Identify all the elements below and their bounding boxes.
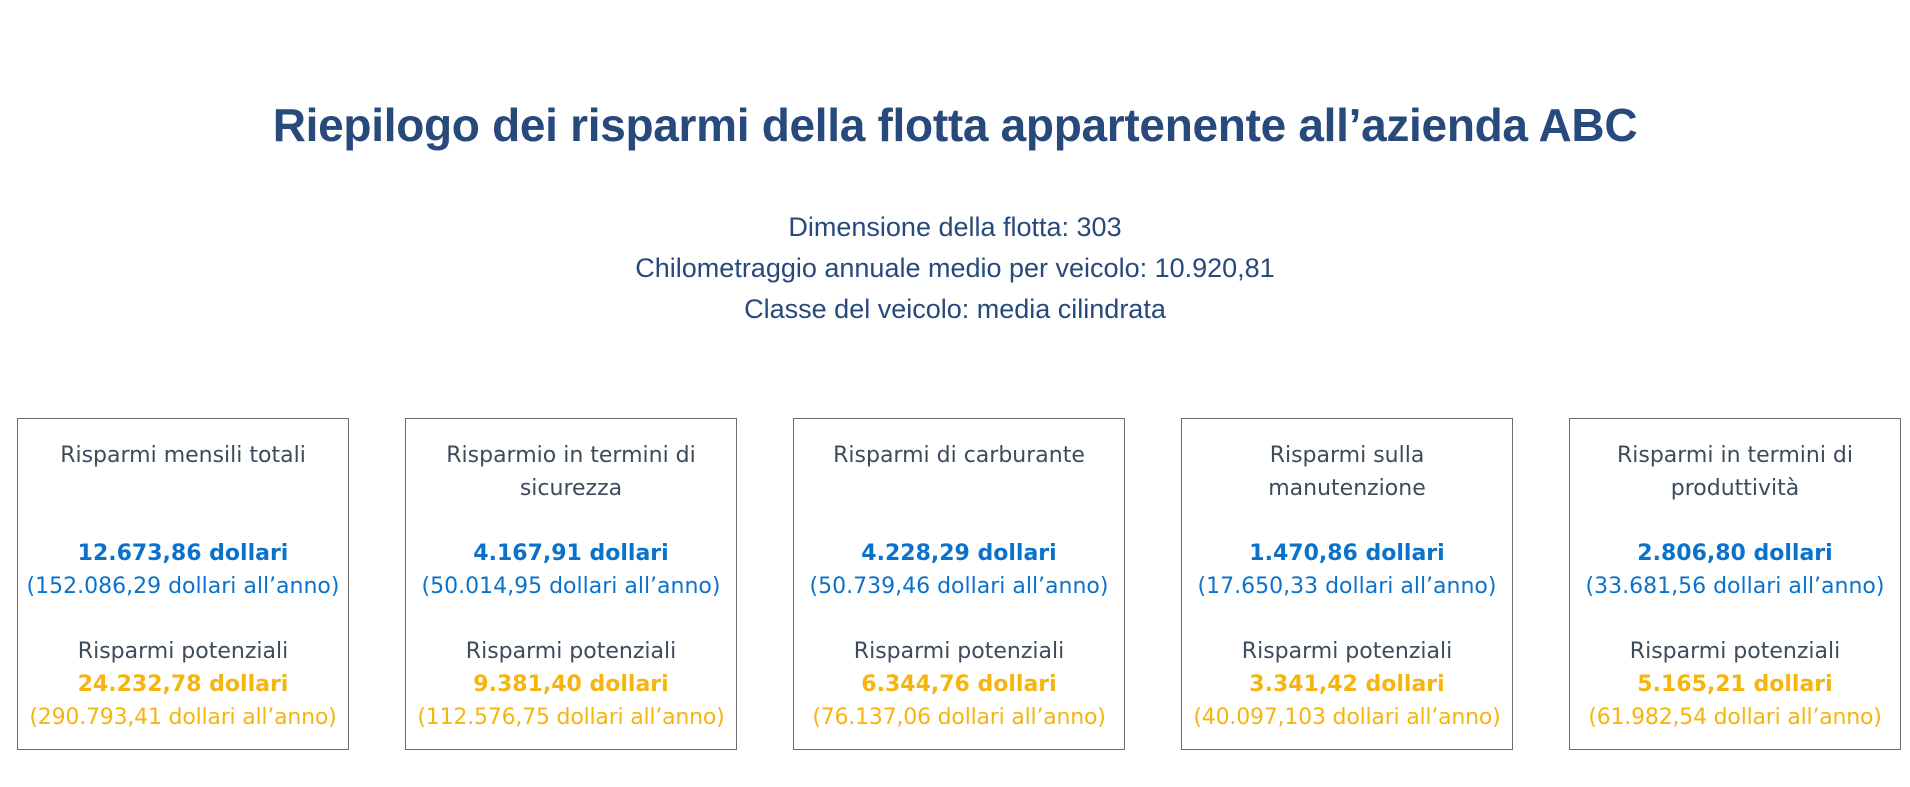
- potential-savings: Risparmi potenziali 24.232,78 dollari (2…: [18, 635, 348, 734]
- potential-monthly-amount: 9.381,40 dollari: [473, 672, 669, 697]
- annual-savings-amount: (17.650,33 dollari all’anno): [1197, 574, 1497, 599]
- actual-savings: 2.806,80 dollari (33.681,56 dollari all’…: [1570, 537, 1900, 603]
- annual-savings-amount: (50.014,95 dollari all’anno): [421, 574, 721, 599]
- card-title: Risparmi di carburante: [833, 443, 1085, 468]
- potential-annual-amount: (112.576,75 dollari all’anno): [417, 705, 725, 730]
- potential-monthly-amount: 3.341,42 dollari: [1249, 672, 1445, 697]
- potential-monthly-amount: 24.232,78 dollari: [77, 672, 289, 697]
- page-title: Riepilogo dei risparmi della flotta appa…: [272, 98, 1638, 151]
- card-title: Risparmi in termini di produttività: [1616, 443, 1854, 501]
- potential-savings: Risparmi potenziali 6.344,76 dollari (76…: [794, 635, 1124, 734]
- potential-savings-label: Risparmi potenziali: [77, 639, 289, 664]
- potential-annual-amount: (290.793,41 dollari all’anno): [29, 705, 337, 730]
- savings-cards: Risparmi mensili totali 12.673,86 dollar…: [17, 418, 1903, 752]
- card-title: Risparmi mensili totali: [60, 443, 306, 468]
- card-maintenance-savings: Risparmi sulla manutenzione 1.470,86 dol…: [1181, 418, 1513, 750]
- monthly-savings-amount: 12.673,86 dollari: [77, 541, 289, 566]
- potential-savings-label: Risparmi potenziali: [1629, 639, 1841, 664]
- annual-savings-amount: (152.086,29 dollari all’anno): [26, 574, 340, 599]
- potential-monthly-amount: 5.165,21 dollari: [1637, 672, 1833, 697]
- vehicle-class: Classe del veicolo: media cilindrata: [744, 294, 1166, 324]
- monthly-savings-amount: 4.167,91 dollari: [473, 541, 669, 566]
- card-total-monthly-savings: Risparmi mensili totali 12.673,86 dollar…: [17, 418, 349, 750]
- potential-savings-label: Risparmi potenziali: [465, 639, 677, 664]
- fleet-size: Dimensione della flotta: 303: [788, 212, 1122, 242]
- card-productivity-savings: Risparmi in termini di produttività 2.80…: [1569, 418, 1901, 750]
- card-fuel-savings: Risparmi di carburante 4.228,29 dollari …: [793, 418, 1125, 750]
- actual-savings: 4.167,91 dollari (50.014,95 dollari all’…: [406, 537, 736, 603]
- avg-annual-mileage: Chilometraggio annuale medio per veicolo…: [635, 253, 1275, 283]
- potential-savings-label: Risparmi potenziali: [1241, 639, 1453, 664]
- card-title: Risparmio in termini di sicurezza: [446, 443, 696, 501]
- actual-savings: 12.673,86 dollari (152.086,29 dollari al…: [18, 537, 348, 603]
- annual-savings-amount: (33.681,56 dollari all’anno): [1585, 574, 1885, 599]
- monthly-savings-amount: 1.470,86 dollari: [1249, 541, 1445, 566]
- annual-savings-amount: (50.739,46 dollari all’anno): [809, 574, 1109, 599]
- card-title: Risparmi sulla manutenzione: [1268, 443, 1426, 501]
- actual-savings: 1.470,86 dollari (17.650,33 dollari all’…: [1182, 537, 1512, 603]
- potential-savings-label: Risparmi potenziali: [853, 639, 1065, 664]
- potential-savings: Risparmi potenziali 9.381,40 dollari (11…: [406, 635, 736, 734]
- potential-savings: Risparmi potenziali 3.341,42 dollari (40…: [1182, 635, 1512, 734]
- fleet-info: Dimensione della flotta: 303 Chilometrag…: [0, 207, 1910, 330]
- monthly-savings-amount: 2.806,80 dollari: [1637, 541, 1833, 566]
- potential-annual-amount: (40.097,103 dollari all’anno): [1193, 705, 1501, 730]
- monthly-savings-amount: 4.228,29 dollari: [861, 541, 1057, 566]
- potential-savings: Risparmi potenziali 5.165,21 dollari (61…: [1570, 635, 1900, 734]
- potential-monthly-amount: 6.344,76 dollari: [861, 672, 1057, 697]
- actual-savings: 4.228,29 dollari (50.739,46 dollari all’…: [794, 537, 1124, 603]
- potential-annual-amount: (61.982,54 dollari all’anno): [1588, 705, 1882, 730]
- potential-annual-amount: (76.137,06 dollari all’anno): [812, 705, 1106, 730]
- card-safety-savings: Risparmio in termini di sicurezza 4.167,…: [405, 418, 737, 750]
